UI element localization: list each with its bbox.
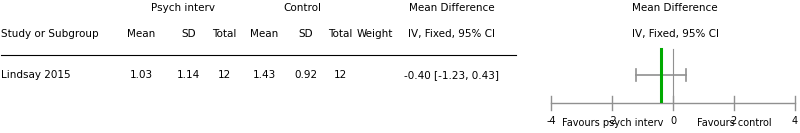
Text: Total: Total <box>213 29 237 39</box>
Text: Control: Control <box>283 3 322 13</box>
Text: 2: 2 <box>730 116 737 126</box>
Text: Study or Subgroup: Study or Subgroup <box>2 29 99 39</box>
Text: SD: SD <box>182 29 196 39</box>
Text: 1.03: 1.03 <box>130 70 153 80</box>
Text: -4: -4 <box>546 116 556 126</box>
Text: Weight: Weight <box>356 29 393 39</box>
Text: -2: -2 <box>607 116 617 126</box>
Text: Mean Difference: Mean Difference <box>632 3 718 13</box>
Text: 12: 12 <box>334 70 347 80</box>
Text: SD: SD <box>298 29 314 39</box>
Text: Lindsay 2015: Lindsay 2015 <box>2 70 71 80</box>
Text: Mean: Mean <box>126 29 155 39</box>
Text: 4: 4 <box>791 116 798 126</box>
Text: 0.92: 0.92 <box>294 70 318 80</box>
Text: Favours psych interv: Favours psych interv <box>562 118 663 128</box>
Text: -0.40 [-1.23, 0.43]: -0.40 [-1.23, 0.43] <box>404 70 499 80</box>
Text: 1.14: 1.14 <box>177 70 200 80</box>
Text: IV, Fixed, 95% CI: IV, Fixed, 95% CI <box>408 29 495 39</box>
Text: IV, Fixed, 95% CI: IV, Fixed, 95% CI <box>631 29 718 39</box>
Text: Mean Difference: Mean Difference <box>409 3 494 13</box>
Text: Total: Total <box>328 29 352 39</box>
Text: Psych interv: Psych interv <box>150 3 214 13</box>
Text: 0: 0 <box>670 116 676 126</box>
Text: 1.43: 1.43 <box>253 70 276 80</box>
Text: 12: 12 <box>218 70 231 80</box>
Text: Mean: Mean <box>250 29 278 39</box>
Text: Favours control: Favours control <box>697 118 771 128</box>
